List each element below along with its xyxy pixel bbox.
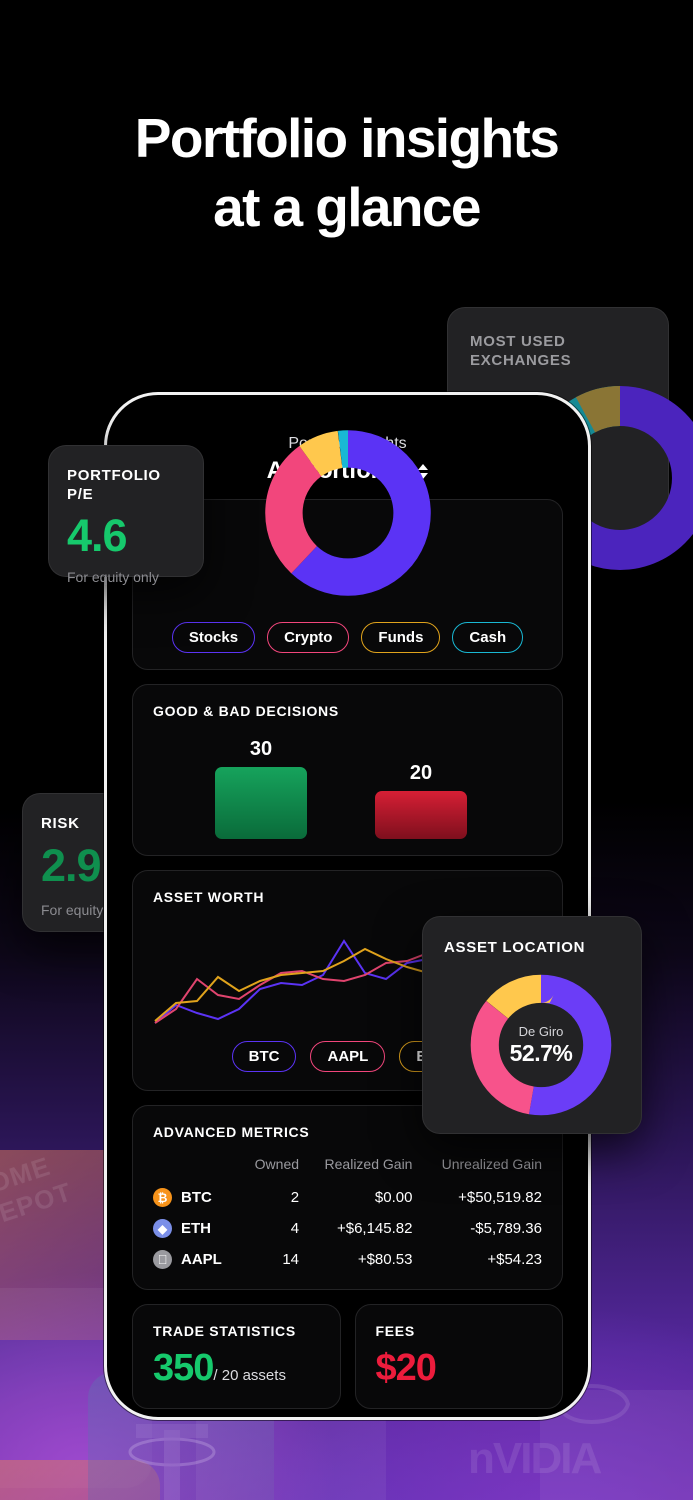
bad-decisions-value: 20 <box>409 762 433 784</box>
card-asset-location: ASSET LOCATION De Giro 52.7% <box>422 916 642 1134</box>
donut-segment-crypto <box>264 430 431 596</box>
asset-symbol-cell: ₿ BTC <box>153 1188 242 1207</box>
allocation-pill-stocks[interactable]: Stocks <box>171 622 256 653</box>
headline-line-2: at a glance <box>213 176 481 239</box>
card-trade-statistics: TRADE STATISTICS 350/ 20 assets <box>132 1304 341 1409</box>
portfolio-pe-title: PORTFOLIO P/E <box>67 467 161 504</box>
asset-worth-title: ASSET WORTH <box>153 889 265 905</box>
realized-gain-value: $0.00 <box>374 1189 413 1206</box>
asset-symbol-cell:  AAPL <box>153 1250 242 1269</box>
good-decisions-bar <box>215 767 307 839</box>
donut-segment-cash <box>264 430 431 596</box>
fees-value: $20 <box>375 1347 437 1389</box>
bitcoin-icon: ₿ <box>153 1188 172 1207</box>
column-header-realized-gain: Realized Gain <box>324 1156 413 1172</box>
headline-line-1: Portfolio insights <box>134 107 560 169</box>
card-fees: FEES $20 <box>354 1304 563 1409</box>
owned-value: 14 <box>282 1251 300 1268</box>
allocation-chart-area <box>153 430 542 618</box>
asset-worth-pill-btc[interactable]: BTC <box>231 1041 297 1072</box>
asset-location-center-label: De Giro 52.7% <box>467 971 615 1119</box>
advanced-metrics-title: ADVANCED METRICS <box>153 1124 310 1140</box>
advanced-metrics-table: Owned Realized Gain Unrealized Gain ₿ BT… <box>153 1156 542 1275</box>
pill-label: AAPL <box>327 1048 369 1065</box>
table-row[interactable]:  AAPL 14 +$80.53 +$54.23 <box>153 1244 542 1275</box>
allocation-pill-funds[interactable]: Funds <box>361 622 441 653</box>
ethereum-icon: ◆ <box>153 1219 172 1238</box>
asset-location-donut-chart: De Giro 52.7% <box>467 971 615 1119</box>
pill-label: BTC <box>248 1048 280 1065</box>
realized-gain-value: +$80.53 <box>357 1251 413 1268</box>
unrealized-gain-value: -$5,789.36 <box>470 1220 542 1237</box>
asset-symbol-cell: ◆ ETH <box>153 1219 242 1238</box>
table-row[interactable]: ◆ ETH 4 +$6,145.82 -$5,789.36 <box>153 1213 542 1244</box>
owned-value: 4 <box>290 1220 300 1237</box>
bad-decisions-bar <box>375 791 467 839</box>
background-brand-logo: nVIDIA <box>468 1434 602 1483</box>
donut-segment <box>528 386 693 570</box>
donut-segment-other <box>470 974 612 1116</box>
owned-value: 2 <box>290 1189 300 1206</box>
apple-icon:  <box>153 1250 172 1269</box>
portfolio-pe-subtitle: For equity only <box>67 569 159 586</box>
asset-symbol: BTC <box>181 1189 212 1206</box>
portfolio-pe-value: 4.6 <box>67 510 128 562</box>
trade-count: 350 <box>153 1347 214 1389</box>
asset-symbol: AAPL <box>181 1251 222 1268</box>
pill-label: Funds <box>378 629 424 646</box>
tether-logo-icon <box>128 1424 216 1500</box>
bar-column-good: 30 <box>215 738 307 839</box>
allocation-legend: Stocks Crypto Funds Cash <box>153 622 542 653</box>
page-headline: Portfolio insights at a glance <box>0 104 693 243</box>
allocation-pill-cash[interactable]: Cash <box>452 622 524 653</box>
risk-value: 2.9 <box>41 840 102 892</box>
column-header-unrealized-gain: Unrealized Gain <box>441 1156 542 1172</box>
card-good-bad-decisions: GOOD & BAD DECISIONS 30 20 <box>132 684 563 856</box>
card-advanced-metrics: ADVANCED METRICS Owned Realized Gain Unr… <box>132 1105 563 1290</box>
card-allocation: Stocks Crypto Funds Cash <box>132 430 563 670</box>
unrealized-gain-value: +$50,519.82 <box>458 1189 542 1206</box>
realized-gain-value: +$6,145.82 <box>336 1220 413 1237</box>
table-row[interactable]: ₿ BTC 2 $0.00 +$50,519.82 <box>153 1182 542 1213</box>
bar-column-bad: 20 <box>375 762 467 839</box>
good-decisions-value: 30 <box>249 738 273 760</box>
allocation-donut-chart <box>264 430 431 596</box>
asset-location-title: ASSET LOCATION <box>444 939 586 956</box>
trade-statistics-value: 350/ 20 assets <box>153 1347 320 1390</box>
chevron-updown-icon <box>418 463 429 479</box>
risk-title: RISK <box>41 815 80 832</box>
table-header-row: Owned Realized Gain Unrealized Gain <box>153 1156 542 1182</box>
trade-statistics-title: TRADE STATISTICS <box>153 1323 296 1339</box>
asset-worth-pill-aapl[interactable]: AAPL <box>310 1041 386 1072</box>
column-header-symbol <box>153 1156 242 1182</box>
good-bad-decisions-title: GOOD & BAD DECISIONS <box>153 703 339 719</box>
pill-label: Stocks <box>188 629 239 646</box>
pill-label: Crypto <box>284 629 333 646</box>
fees-title: FEES <box>375 1323 415 1339</box>
pill-label: Cash <box>469 629 507 646</box>
unrealized-gain-value: +$54.23 <box>487 1251 542 1268</box>
asset-location-percent: 52.7% <box>509 1039 573 1066</box>
bottom-stats-row: TRADE STATISTICS 350/ 20 assets FEES $20 <box>132 1304 563 1409</box>
donut-segment-funds <box>470 974 612 1116</box>
allocation-pill-crypto[interactable]: Crypto <box>267 622 350 653</box>
card-portfolio-pe: PORTFOLIO P/E 4.6 For equity only <box>48 445 204 585</box>
phone-screen: Portfolio Insights All Portfolios Stocks <box>107 395 588 1417</box>
background-tile <box>0 1460 160 1500</box>
asset-location-name: De Giro <box>518 1023 564 1039</box>
most-used-exchanges-title: MOST USED EXCHANGES <box>470 333 572 370</box>
phone-mockup: Portfolio Insights All Portfolios Stocks <box>104 392 591 1420</box>
good-bad-decisions-bar-chart: 30 20 <box>153 735 542 839</box>
column-header-owned: Owned <box>254 1156 300 1172</box>
asset-symbol: ETH <box>181 1220 211 1237</box>
trade-statistics-suffix: / 20 assets <box>213 1367 286 1384</box>
